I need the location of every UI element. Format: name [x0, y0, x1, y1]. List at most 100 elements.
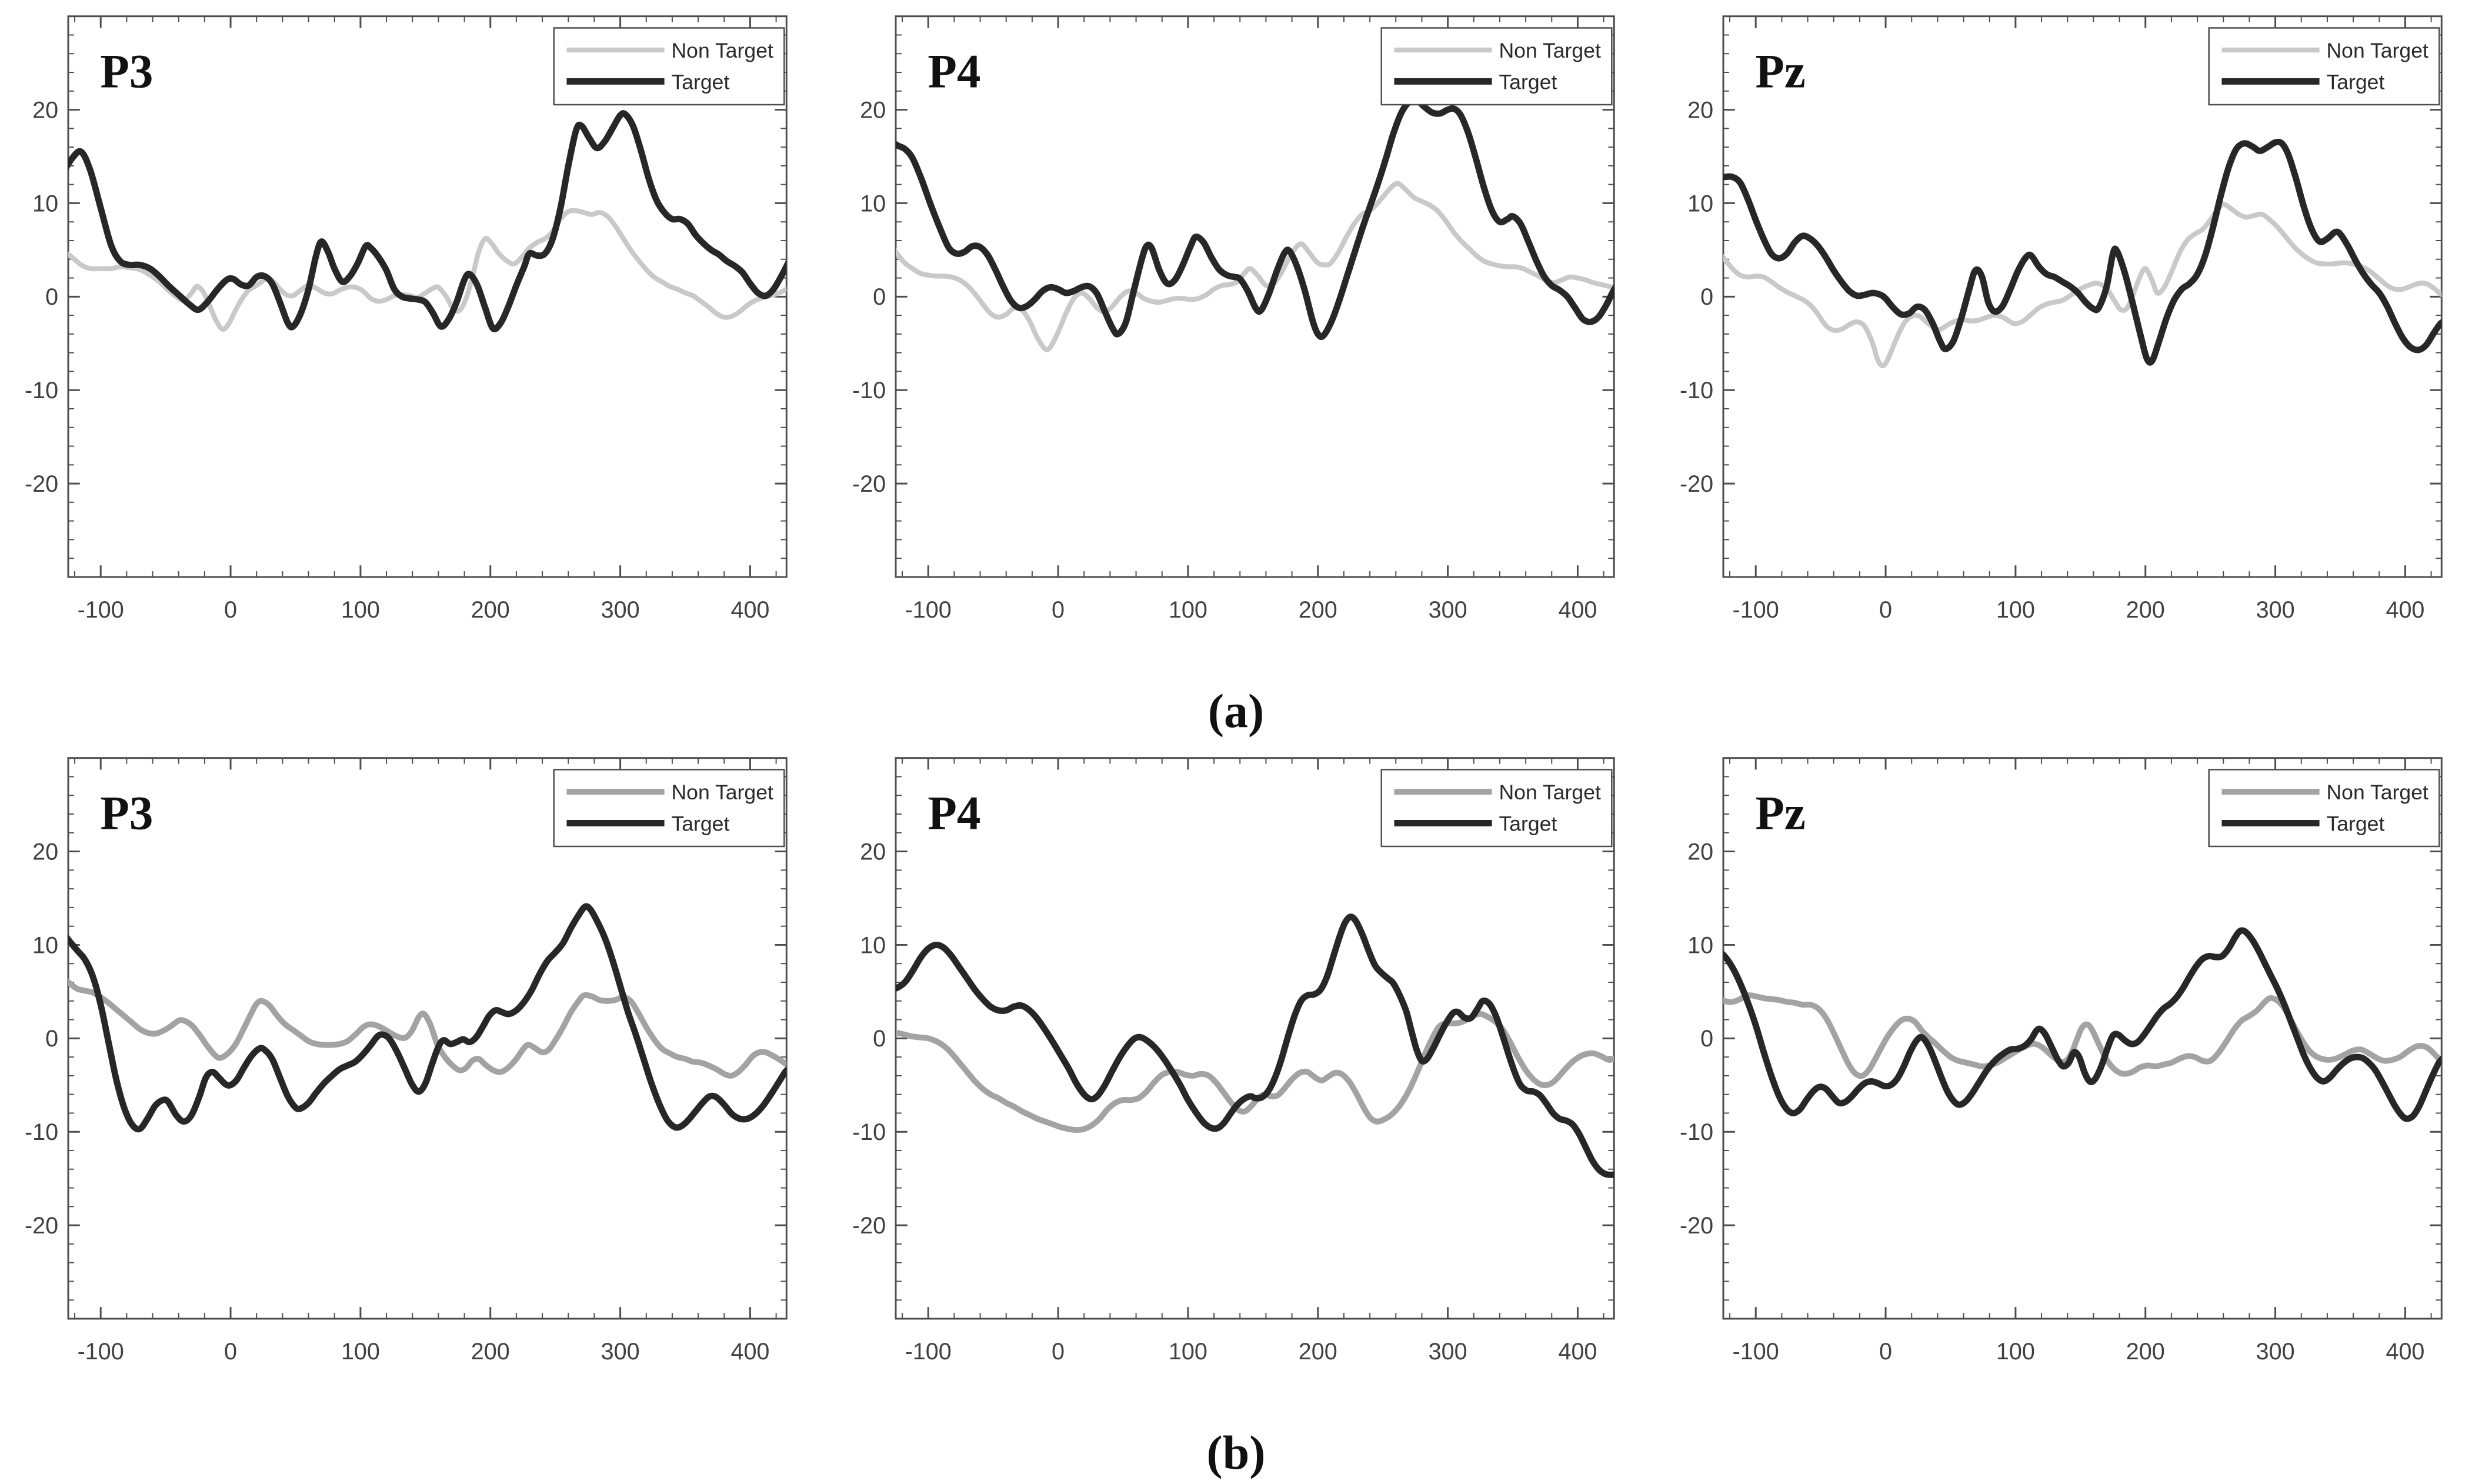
axis-box — [895, 757, 1615, 1320]
series-target — [896, 913, 1614, 1178]
row-b: -100 0 100 200 300 400 -20 -10 0 10 20 P3 Non Target… — [0, 742, 2472, 1422]
y-tick-label: -10 — [1680, 378, 1713, 403]
legend-label: Non Target — [2326, 781, 2428, 804]
x-tick-label: 100 — [341, 1339, 380, 1365]
series-non-target — [68, 978, 787, 1079]
legend-label: Target — [671, 70, 729, 94]
y-tick-label: 20 — [32, 839, 58, 865]
legend-label: Target — [1499, 812, 1557, 835]
x-tick-label: 200 — [2126, 1339, 2165, 1365]
legend-label: Non Target — [1499, 781, 1601, 804]
y-tick-label: 0 — [45, 284, 58, 310]
subplot-a-p4: -100 0 100 200 300 400 -20 -10 0 10 20 P4 Non Target… — [840, 0, 1632, 681]
y-tick-label: 20 — [860, 97, 886, 123]
y-tick-label: 10 — [1687, 932, 1713, 958]
caption-b: (b) — [1206, 1426, 1266, 1479]
x-tick-label: -100 — [78, 597, 124, 623]
y-tick-label: 10 — [860, 932, 886, 958]
series-target — [68, 903, 787, 1133]
panel-title: P3 — [100, 45, 153, 98]
x-tick-label: 0 — [224, 1339, 237, 1365]
x-tick-label: 400 — [1558, 1339, 1597, 1365]
x-tick-label: 100 — [1996, 597, 2035, 623]
y-tick-label: -20 — [1680, 1213, 1713, 1239]
x-tick-label: 200 — [471, 1339, 510, 1365]
x-tick-label: -100 — [1733, 1339, 1779, 1365]
legend-label: Target — [671, 812, 729, 835]
series-target — [68, 110, 787, 332]
subplot-a-p3: -100 0 100 200 300 400 -20 -10 0 10 20 P3 Non Target… — [13, 0, 804, 681]
series-target — [1723, 138, 2442, 366]
x-tick-label: 200 — [1299, 1339, 1337, 1365]
x-tick-label: 300 — [1429, 1339, 1467, 1365]
panel-title: P4 — [928, 786, 980, 839]
series-non-target — [1723, 992, 2442, 1079]
subplot-a-pz: -100 0 100 200 300 400 -20 -10 0 10 20 Pz Non Target… — [1668, 0, 2459, 681]
subplot-b-pz: -100 0 100 200 300 400 -20 -10 0 10 20 Pz Non Target… — [1668, 742, 2459, 1422]
x-tick-label: 400 — [2386, 597, 2424, 623]
subplot-b-p3: -100 0 100 200 300 400 -20 -10 0 10 20 P3 Non Target… — [13, 742, 804, 1422]
panel-title: Pz — [1755, 45, 1806, 98]
y-tick-label: -20 — [852, 471, 886, 497]
x-tick-label: -100 — [905, 1339, 952, 1365]
x-tick-label: 100 — [341, 597, 380, 623]
y-tick-label: -20 — [1680, 471, 1713, 497]
panel-title: Pz — [1755, 786, 1806, 839]
legend-box — [553, 27, 785, 106]
y-tick-label: 10 — [32, 932, 58, 958]
y-tick-label: 0 — [873, 1026, 886, 1052]
y-tick-label: -10 — [25, 1119, 58, 1145]
series-non-target — [1723, 201, 2442, 369]
x-tick-label: 100 — [1996, 1339, 2035, 1365]
axis-box — [1722, 757, 2443, 1320]
legend-label: Non Target — [2326, 39, 2428, 62]
legend-box — [553, 769, 785, 848]
x-tick-label: 400 — [730, 1339, 769, 1365]
y-tick-label: -20 — [25, 1213, 58, 1239]
legend-label: Target — [1499, 70, 1557, 94]
row-a: -100 0 100 200 300 400 -20 -10 0 10 20 P3 Non Target… — [0, 0, 2472, 681]
y-tick-label: -20 — [852, 1213, 886, 1239]
y-tick-label: 20 — [860, 839, 886, 865]
panel-title: P4 — [928, 45, 980, 98]
x-tick-label: 300 — [601, 597, 640, 623]
legend-box — [1380, 769, 1613, 848]
y-tick-label: 10 — [860, 191, 886, 216]
legend-label: Target — [2326, 812, 2384, 835]
y-tick-label: 20 — [1687, 97, 1713, 123]
x-tick-label: 0 — [1052, 597, 1065, 623]
y-tick-label: -10 — [852, 378, 886, 403]
x-tick-label: 100 — [1169, 597, 1207, 623]
y-tick-label: 10 — [32, 191, 58, 216]
series-non-target — [896, 181, 1614, 352]
x-tick-label: -100 — [905, 597, 952, 623]
subplot-b-p4: -100 0 100 200 300 400 -20 -10 0 10 20 P4 Non Target… — [840, 742, 1632, 1422]
legend-box — [1380, 27, 1613, 106]
y-tick-label: -20 — [25, 471, 58, 497]
y-tick-label: 0 — [873, 284, 886, 310]
x-tick-label: 0 — [1879, 1339, 1892, 1365]
x-tick-label: 300 — [2256, 1339, 2295, 1365]
series-non-target — [68, 208, 787, 332]
legend-box — [2208, 27, 2440, 106]
y-tick-label: -10 — [25, 378, 58, 403]
x-tick-label: 300 — [601, 1339, 640, 1365]
x-tick-label: 400 — [730, 597, 769, 623]
x-tick-label: -100 — [1733, 597, 1779, 623]
y-tick-label: -10 — [1680, 1119, 1713, 1145]
panel-title: P3 — [100, 786, 153, 839]
x-tick-label: 0 — [1879, 597, 1892, 623]
axis-box — [895, 15, 1615, 578]
x-tick-label: 0 — [224, 597, 237, 623]
legend-label: Non Target — [671, 39, 773, 62]
caption-a: (a) — [1207, 684, 1265, 738]
series-target — [896, 96, 1614, 341]
y-tick-label: 0 — [1700, 284, 1713, 310]
series-target — [1723, 927, 2442, 1122]
y-tick-label: 10 — [1687, 191, 1713, 216]
